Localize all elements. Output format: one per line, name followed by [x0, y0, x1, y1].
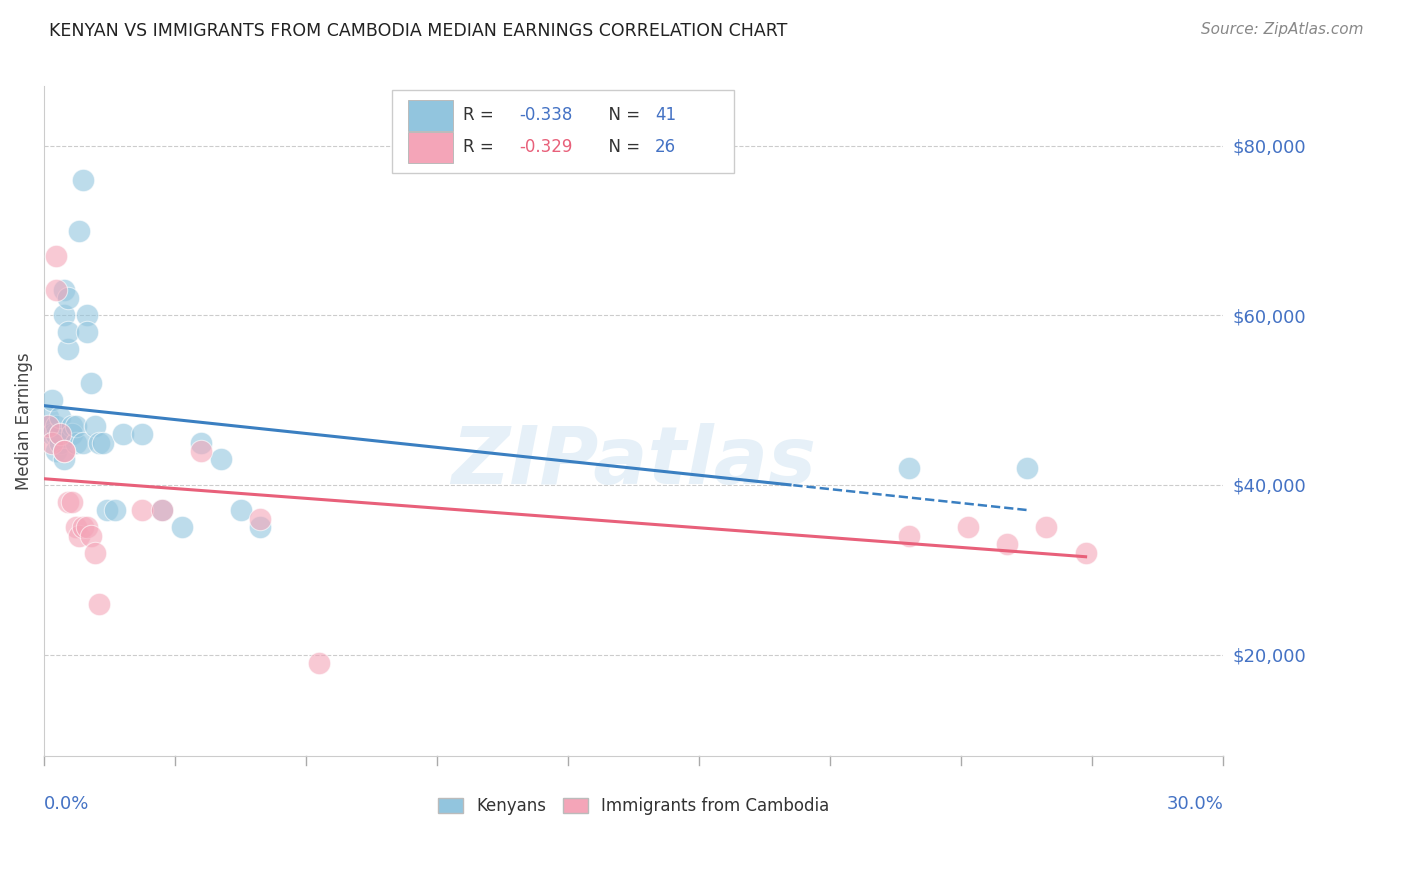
- Text: -0.338: -0.338: [519, 106, 572, 124]
- Point: [150, 503, 173, 517]
- Point: [45, 444, 67, 458]
- Y-axis label: Median Earnings: Median Earnings: [15, 352, 32, 490]
- Point: [897, 461, 920, 475]
- Text: Source: ZipAtlas.com: Source: ZipAtlas.com: [1201, 22, 1364, 37]
- Point: [56, 291, 79, 305]
- Point: [76, 520, 98, 534]
- Point: [52, 444, 75, 458]
- Point: [308, 656, 330, 670]
- Point: [229, 503, 252, 517]
- Point: [49, 435, 72, 450]
- Point: [249, 520, 271, 534]
- Text: N =: N =: [599, 106, 645, 124]
- Point: [80, 376, 103, 391]
- Point: [89, 435, 111, 450]
- Text: ZIPatlas: ZIPatlas: [451, 423, 815, 500]
- Point: [56, 343, 79, 357]
- Point: [60, 495, 83, 509]
- Text: N =: N =: [599, 138, 645, 156]
- Point: [76, 326, 98, 340]
- Point: [56, 495, 79, 509]
- Point: [69, 529, 91, 543]
- Point: [72, 172, 94, 186]
- Text: 0.0%: 0.0%: [44, 795, 90, 814]
- Point: [76, 308, 98, 322]
- FancyBboxPatch shape: [392, 90, 734, 173]
- FancyBboxPatch shape: [408, 100, 453, 130]
- Point: [49, 427, 72, 442]
- Point: [104, 503, 127, 517]
- Point: [41, 427, 63, 442]
- Point: [91, 435, 114, 450]
- Point: [65, 418, 87, 433]
- Text: -0.329: -0.329: [519, 138, 572, 156]
- Point: [45, 283, 67, 297]
- Point: [52, 444, 75, 458]
- Text: R =: R =: [463, 138, 499, 156]
- Point: [209, 452, 232, 467]
- Point: [37, 418, 59, 433]
- Text: 26: 26: [655, 138, 676, 156]
- Point: [37, 410, 59, 425]
- Point: [131, 427, 153, 442]
- Point: [89, 597, 111, 611]
- Point: [1074, 546, 1097, 560]
- Point: [52, 283, 75, 297]
- Point: [150, 503, 173, 517]
- Point: [80, 529, 103, 543]
- Point: [49, 427, 72, 442]
- FancyBboxPatch shape: [408, 132, 453, 162]
- Point: [956, 520, 979, 534]
- Point: [111, 427, 134, 442]
- Point: [190, 444, 212, 458]
- Point: [1035, 520, 1057, 534]
- Point: [49, 410, 72, 425]
- Point: [84, 546, 107, 560]
- Point: [45, 418, 67, 433]
- Text: KENYAN VS IMMIGRANTS FROM CAMBODIA MEDIAN EARNINGS CORRELATION CHART: KENYAN VS IMMIGRANTS FROM CAMBODIA MEDIA…: [49, 22, 787, 40]
- Point: [72, 520, 94, 534]
- Point: [56, 326, 79, 340]
- Point: [131, 503, 153, 517]
- Point: [60, 418, 83, 433]
- Text: 30.0%: 30.0%: [1167, 795, 1223, 814]
- Point: [170, 520, 193, 534]
- Point: [1015, 461, 1038, 475]
- Point: [65, 520, 87, 534]
- Point: [45, 427, 67, 442]
- Text: 41: 41: [655, 106, 676, 124]
- Point: [249, 512, 271, 526]
- Point: [60, 427, 83, 442]
- Point: [84, 418, 107, 433]
- Legend: Kenyans, Immigrants from Cambodia: Kenyans, Immigrants from Cambodia: [432, 790, 837, 822]
- Point: [41, 393, 63, 408]
- Point: [37, 418, 59, 433]
- Point: [96, 503, 118, 517]
- Point: [995, 537, 1018, 551]
- Text: R =: R =: [463, 106, 499, 124]
- Point: [897, 529, 920, 543]
- Point: [41, 435, 63, 450]
- Point: [190, 435, 212, 450]
- Point: [45, 249, 67, 263]
- Point: [52, 452, 75, 467]
- Point: [72, 435, 94, 450]
- Point: [52, 308, 75, 322]
- Point: [69, 223, 91, 237]
- Point: [65, 435, 87, 450]
